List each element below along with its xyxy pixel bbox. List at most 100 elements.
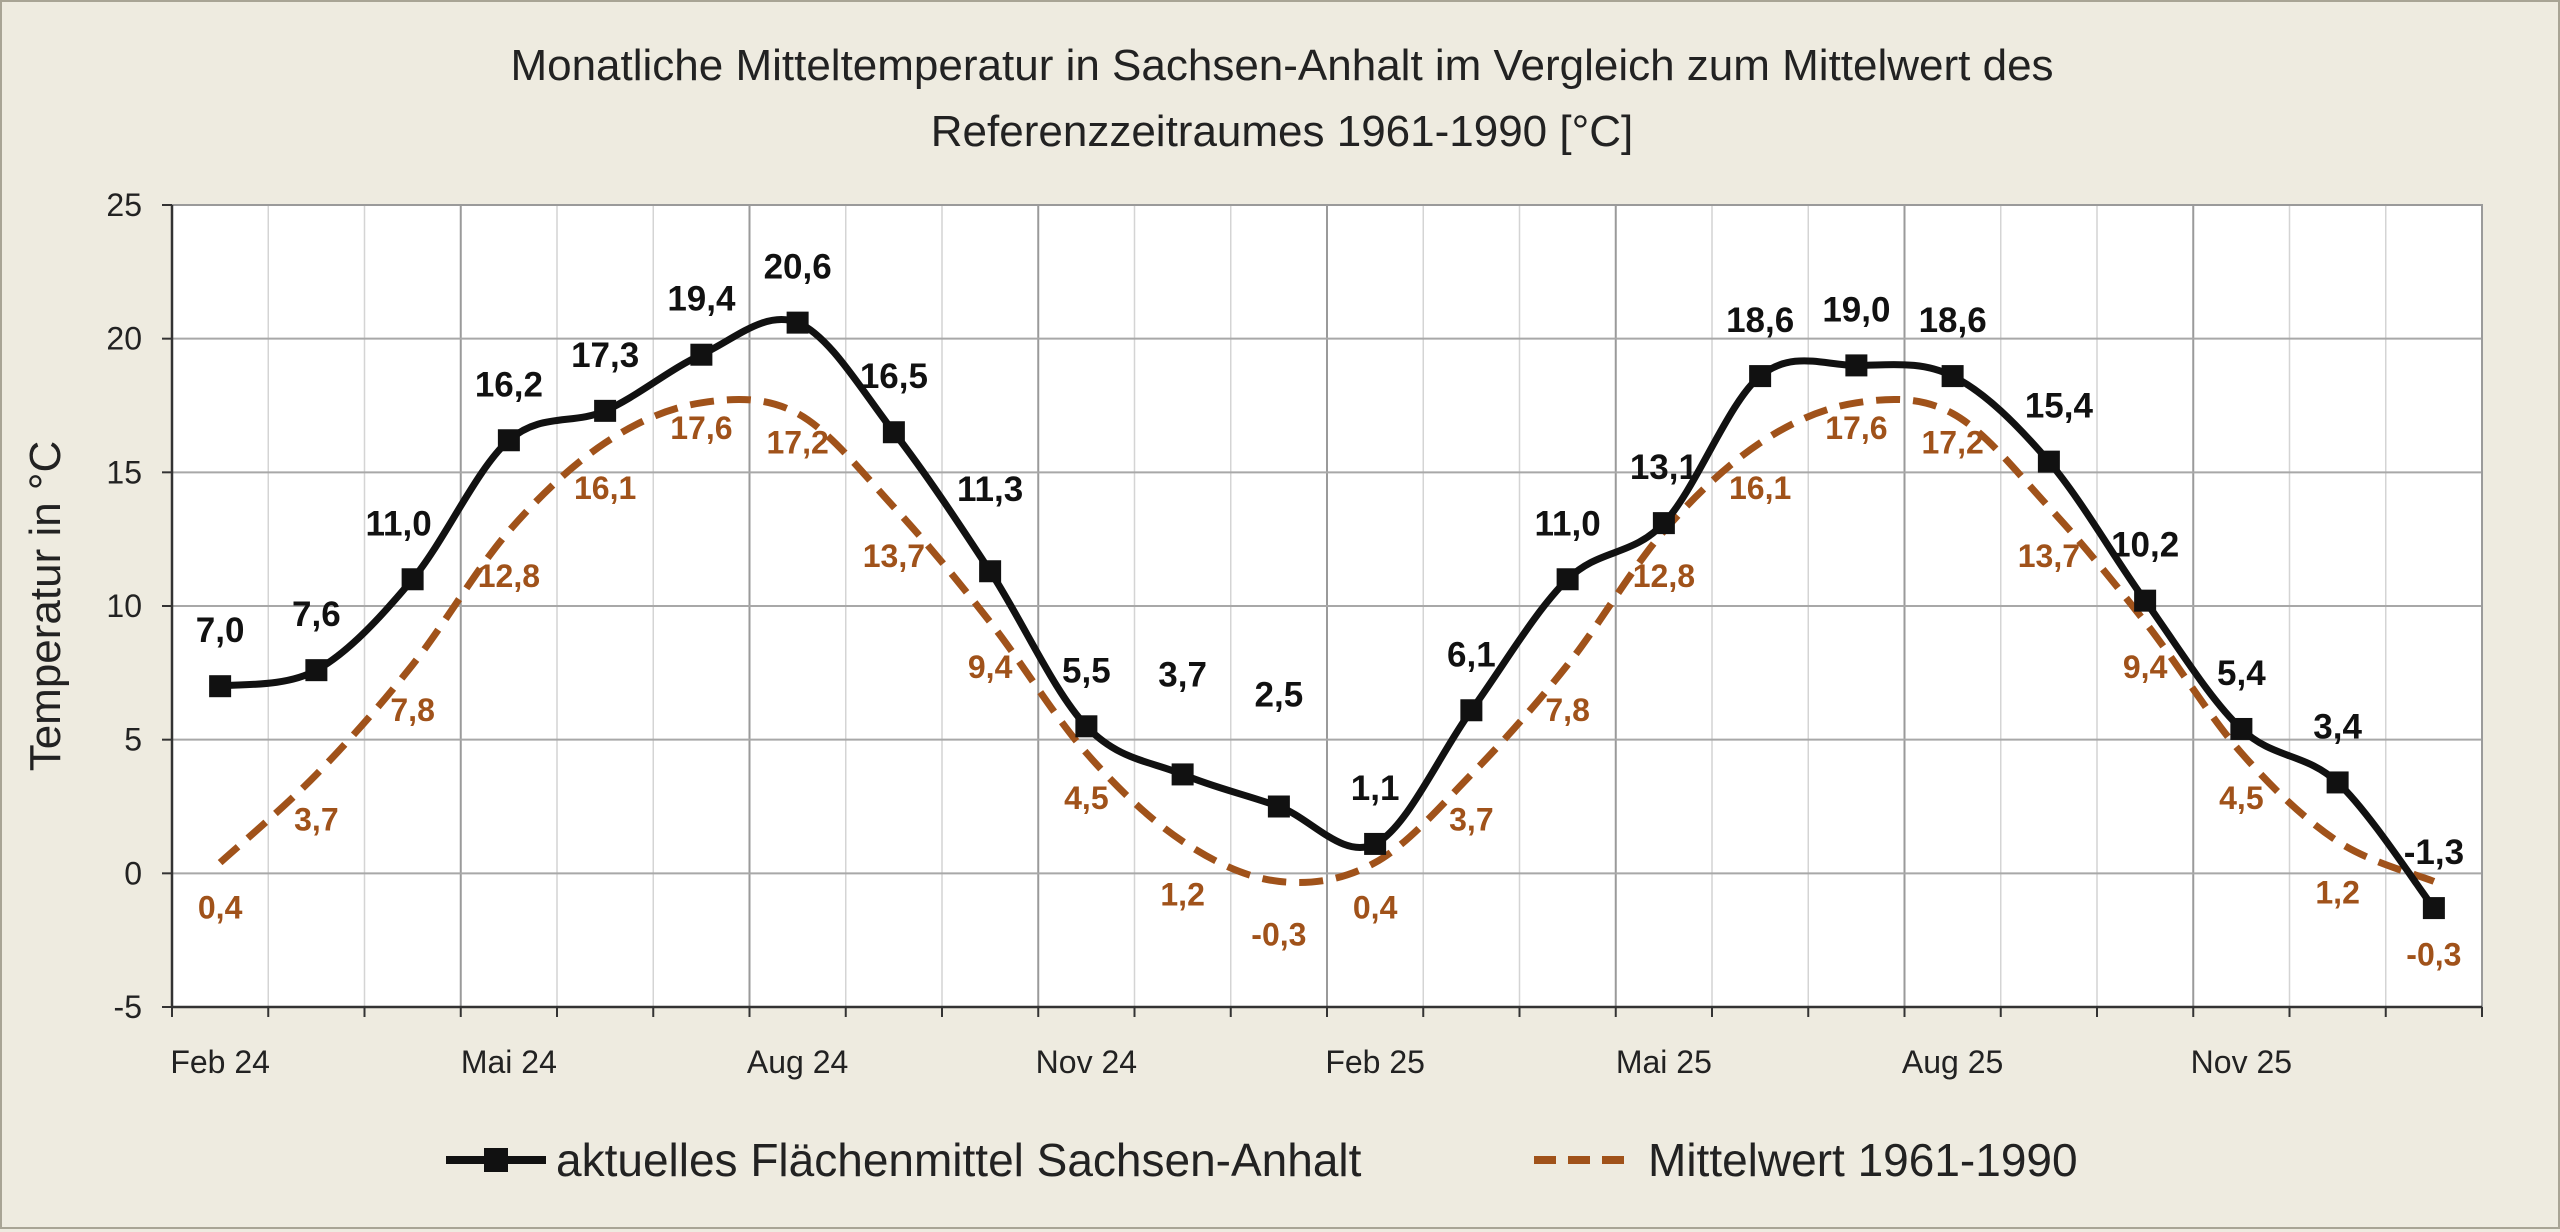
- data-label-current: 19,4: [667, 280, 736, 319]
- x-axis-ticks: Feb 24 Mai 24 Aug 24 Nov 24 Feb 25 Mai 25 Aug …: [170, 1007, 2483, 1080]
- data-point-current: [690, 343, 713, 366]
- y-tick-label: -5: [114, 989, 142, 1025]
- data-label-current: -1,3: [2404, 833, 2464, 872]
- x-tick-label: Mai 25: [1616, 1044, 1712, 1080]
- series-current: [209, 311, 2445, 920]
- data-point-current: [1075, 715, 1098, 738]
- x-tick-label: Aug 25: [1902, 1044, 2003, 1080]
- series-reference: [217, 395, 2436, 886]
- data-label-reference: 7,8: [390, 692, 434, 728]
- data-label-reference: 1,2: [2315, 874, 2359, 910]
- data-point-current: [209, 675, 232, 698]
- data-point-current: [1749, 365, 1772, 388]
- data-label-reference: 4,5: [2219, 780, 2263, 816]
- data-label-current: 20,6: [764, 248, 832, 287]
- legend-marker-current: [484, 1148, 508, 1172]
- chart-title: Monatliche Mitteltemperatur in Sachsen-A…: [510, 41, 2053, 156]
- data-point-current: [882, 421, 905, 444]
- y-tick-label: 25: [106, 187, 142, 223]
- data-point-current: [2326, 771, 2349, 794]
- data-label-reference: 3,7: [294, 801, 338, 837]
- data-label-reference: 12,8: [478, 558, 540, 594]
- x-tick-label: Mai 24: [461, 1044, 557, 1080]
- data-point-current: [1171, 763, 1194, 786]
- legend-label-reference: Mittelwert 1961-1990: [1648, 1134, 2078, 1186]
- data-label-reference: 17,6: [1825, 410, 1887, 446]
- y-tick-label: 0: [124, 855, 142, 891]
- y-tick-label: 10: [106, 588, 142, 624]
- data-label-reference: 17,6: [670, 410, 732, 446]
- data-label-current: 5,5: [1062, 651, 1111, 690]
- data-point-current: [786, 311, 809, 334]
- data-label-reference: 16,1: [574, 470, 636, 506]
- data-label-reference: 9,4: [968, 649, 1013, 685]
- data-point-current: [1652, 512, 1675, 535]
- data-label-reference: -0,3: [1251, 916, 1306, 952]
- data-labels-reference: 0,4 3,7 7,8 12,8 16,1 17,6 17,2 13,7 9,4 4,5 1,2 -0…: [198, 410, 2462, 973]
- data-label-current: 17,3: [571, 336, 639, 375]
- data-label-current: 7,6: [292, 595, 341, 634]
- data-point-current: [2037, 450, 2060, 473]
- data-label-current: 10,2: [2111, 526, 2179, 565]
- data-label-current: 18,6: [1726, 301, 1794, 340]
- data-point-current: [401, 568, 424, 591]
- x-tick-label: Nov 24: [1036, 1044, 1137, 1080]
- data-label-current: 16,5: [860, 357, 928, 396]
- data-labels-current: 7,0 7,6 11,0 16,2 17,3 19,4 20,6 16,5 11,3 5,5 3,7…: [196, 248, 2464, 872]
- data-label-current: 6,1: [1447, 635, 1496, 674]
- data-label-reference: 1,2: [1160, 876, 1204, 912]
- data-label-current: 15,4: [2025, 387, 2094, 426]
- data-label-current: 11,3: [957, 470, 1023, 509]
- data-point-current: [1941, 365, 1964, 388]
- data-label-current: 3,7: [1158, 655, 1207, 694]
- data-label-reference: 13,7: [2018, 538, 2080, 574]
- data-label-current: 5,4: [2217, 654, 2266, 693]
- data-point-current: [2230, 717, 2253, 740]
- data-label-reference: 0,4: [1353, 890, 1398, 926]
- data-label-reference: -0,3: [2406, 936, 2461, 972]
- data-label-reference: 0,4: [198, 890, 243, 926]
- y-axis-ticks: -5 0 5 10 15 20 25: [106, 187, 172, 1025]
- x-tick-label: Nov 25: [2191, 1044, 2292, 1080]
- data-label-current: 2,5: [1255, 676, 1304, 715]
- data-label-reference: 7,8: [1545, 692, 1589, 728]
- series-line-reference: [217, 395, 2436, 886]
- data-label-current: 7,0: [196, 611, 245, 650]
- data-label-current: 11,0: [366, 504, 432, 543]
- data-label-current: 18,6: [1919, 301, 1987, 340]
- data-point-current: [1460, 699, 1483, 722]
- legend-item-current: aktuelles Flächenmittel Sachsen-Anhalt: [446, 1134, 1362, 1186]
- data-point-current: [497, 429, 520, 452]
- legend-item-reference: Mittelwert 1961-1990: [1534, 1134, 2078, 1186]
- data-label-reference: 17,2: [1921, 425, 1983, 461]
- x-tick-label: Feb 25: [1325, 1044, 1425, 1080]
- data-label-current: 1,1: [1351, 769, 1400, 808]
- data-point-current: [2422, 897, 2445, 920]
- chart-title-line-2: Referenzzeitraumes 1961-1990 [°C]: [931, 107, 1633, 156]
- x-tick-label: Aug 24: [747, 1044, 848, 1080]
- y-tick-label: 15: [106, 454, 142, 490]
- data-label-current: 19,0: [1822, 290, 1890, 329]
- data-point-current: [1556, 568, 1579, 591]
- data-point-current: [2134, 589, 2157, 612]
- y-tick-label: 20: [106, 321, 142, 357]
- data-point-current: [594, 399, 617, 422]
- data-label-reference: 3,7: [1449, 801, 1493, 837]
- data-label-reference: 17,2: [766, 425, 828, 461]
- data-label-reference: 9,4: [2123, 649, 2168, 685]
- data-label-reference: 13,7: [863, 538, 925, 574]
- data-point-current: [979, 560, 1002, 583]
- data-label-reference: 16,1: [1729, 470, 1791, 506]
- data-label-current: 13,1: [1630, 448, 1698, 487]
- data-point-current: [1267, 795, 1290, 818]
- y-tick-label: 5: [124, 722, 142, 758]
- data-label-current: 11,0: [1535, 504, 1601, 543]
- data-label-reference: 12,8: [1633, 558, 1695, 594]
- data-point-current: [1845, 354, 1868, 377]
- data-point-current: [305, 659, 328, 682]
- data-label-current: 3,4: [2313, 707, 2362, 746]
- legend: aktuelles Flächenmittel Sachsen-Anhalt M…: [446, 1134, 2078, 1186]
- chart-title-line-1: Monatliche Mitteltemperatur in Sachsen-A…: [510, 41, 2053, 90]
